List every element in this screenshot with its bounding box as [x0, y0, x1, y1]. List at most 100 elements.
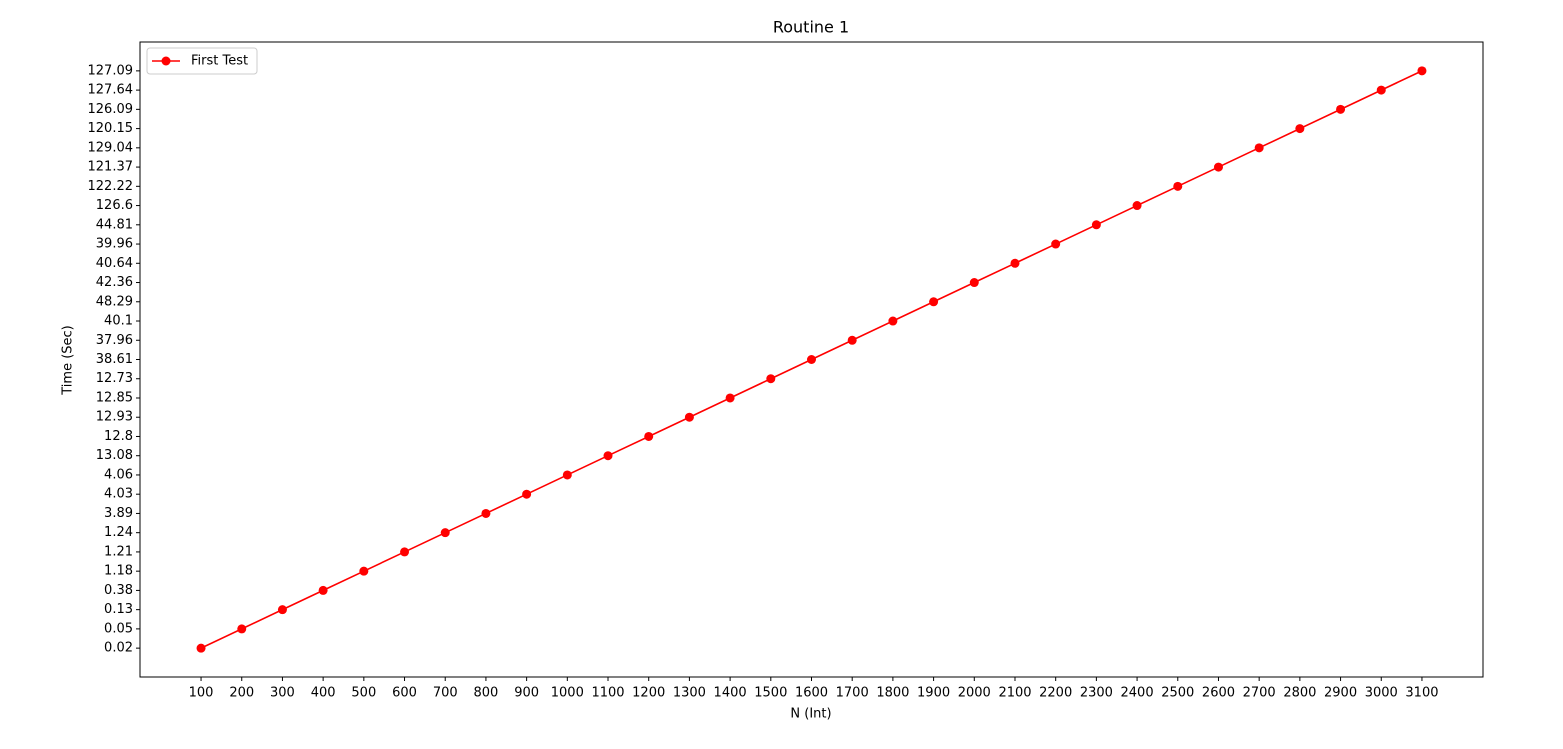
y-tick-label: 40.64 — [96, 256, 133, 271]
x-tick-label: 3000 — [1365, 686, 1398, 701]
legend-box — [146, 47, 258, 75]
x-tick-label: 2000 — [958, 686, 991, 701]
x-tick-label: 300 — [270, 686, 295, 701]
y-tick-label: 126.6 — [96, 198, 133, 213]
y-tick-label: 1.21 — [104, 544, 133, 559]
y-tick-label: 127.64 — [88, 83, 134, 98]
x-tick-label: 200 — [229, 686, 254, 701]
y-tick-label: 4.03 — [104, 487, 133, 502]
data-point — [400, 547, 410, 557]
legend-label: First Test — [191, 54, 248, 69]
y-tick-label: 42.36 — [96, 275, 133, 290]
y-axis-label: Time (Sec) — [61, 325, 76, 396]
y-tick-label: 0.38 — [104, 583, 133, 598]
data-point — [847, 335, 857, 345]
y-tick-label: 38.61 — [96, 352, 133, 367]
y-tick-label: 120.15 — [88, 121, 134, 136]
x-tick-label: 600 — [392, 686, 417, 701]
x-tick-label: 500 — [351, 686, 376, 701]
plot-frame — [139, 41, 1484, 678]
data-point — [318, 585, 328, 595]
x-tick-label: 1400 — [714, 686, 747, 701]
y-tick-label: 13.08 — [96, 448, 133, 463]
data-point — [929, 297, 939, 307]
x-tick-label: 2200 — [1039, 686, 1072, 701]
x-tick-label: 1000 — [551, 686, 584, 701]
data-point — [1376, 85, 1386, 95]
data-point — [1010, 258, 1020, 268]
data-point — [888, 316, 898, 326]
data-point — [766, 374, 776, 384]
data-point — [359, 566, 369, 576]
data-point — [237, 624, 247, 634]
y-tick-label: 12.8 — [104, 429, 133, 444]
x-tick-label: 1200 — [632, 686, 665, 701]
y-tick-label: 0.13 — [104, 602, 133, 617]
y-tick-label: 44.81 — [96, 217, 133, 232]
data-point — [196, 643, 206, 653]
x-tick-label: 2400 — [1121, 686, 1154, 701]
x-tick-label: 2600 — [1202, 686, 1235, 701]
x-tick-label: 100 — [189, 686, 214, 701]
x-tick-label: 2700 — [1243, 686, 1276, 701]
y-tick-label: 40.1 — [104, 314, 133, 329]
x-tick-label: 900 — [514, 686, 539, 701]
y-tick-label: 0.02 — [104, 641, 133, 656]
data-point — [440, 528, 450, 538]
x-tick-label: 400 — [311, 686, 336, 701]
data-point — [969, 278, 979, 288]
y-tick-label: 48.29 — [96, 294, 133, 309]
data-point — [1336, 104, 1346, 114]
y-tick-label: 12.93 — [96, 410, 133, 425]
x-tick-label: 2300 — [1080, 686, 1113, 701]
y-tick-label: 37.96 — [96, 333, 133, 348]
x-tick-label: 1800 — [876, 686, 909, 701]
y-tick-label: 4.06 — [104, 467, 133, 482]
x-tick-label: 700 — [433, 686, 458, 701]
data-point — [1295, 124, 1305, 134]
data-point — [1417, 66, 1427, 76]
legend-marker — [161, 56, 171, 66]
chart-title: Routine 1 — [773, 18, 849, 37]
y-tick-label: 12.73 — [96, 371, 133, 386]
x-tick-label: 2100 — [998, 686, 1031, 701]
x-tick-label: 1600 — [795, 686, 828, 701]
y-tick-label: 129.04 — [88, 140, 134, 155]
y-tick-label: 39.96 — [96, 237, 133, 252]
y-tick-label: 1.24 — [104, 525, 133, 540]
x-tick-label: 2500 — [1161, 686, 1194, 701]
data-point — [1213, 162, 1223, 172]
data-point — [725, 393, 735, 403]
data-point — [562, 470, 572, 480]
data-point — [1254, 143, 1264, 153]
data-point — [1091, 220, 1101, 230]
data-point — [684, 412, 694, 422]
data-point — [807, 355, 816, 364]
data-point — [1051, 239, 1061, 249]
data-point — [1173, 181, 1183, 191]
data-point — [481, 508, 491, 518]
y-tick-label: 0.05 — [104, 621, 133, 636]
data-point — [277, 605, 287, 615]
x-tick-label: 2800 — [1283, 686, 1316, 701]
y-tick-label: 122.22 — [88, 179, 134, 194]
y-tick-label: 1.18 — [104, 564, 133, 579]
data-point — [522, 489, 532, 499]
x-tick-label: 1300 — [673, 686, 706, 701]
y-tick-label: 126.09 — [88, 102, 134, 117]
y-tick-label: 127.09 — [88, 63, 134, 78]
y-tick-label: 12.85 — [96, 390, 133, 405]
y-tick-label: 3.89 — [104, 506, 133, 521]
x-tick-label: 1900 — [917, 686, 950, 701]
data-point — [603, 451, 613, 461]
y-tick-label: 121.37 — [88, 160, 134, 175]
x-tick-label: 800 — [474, 686, 499, 701]
data-point — [1132, 201, 1142, 211]
x-tick-label: 3100 — [1405, 686, 1438, 701]
x-tick-label: 2900 — [1324, 686, 1357, 701]
x-axis-label: N (Int) — [790, 707, 831, 722]
data-point — [644, 431, 654, 441]
x-tick-label: 1100 — [591, 686, 624, 701]
